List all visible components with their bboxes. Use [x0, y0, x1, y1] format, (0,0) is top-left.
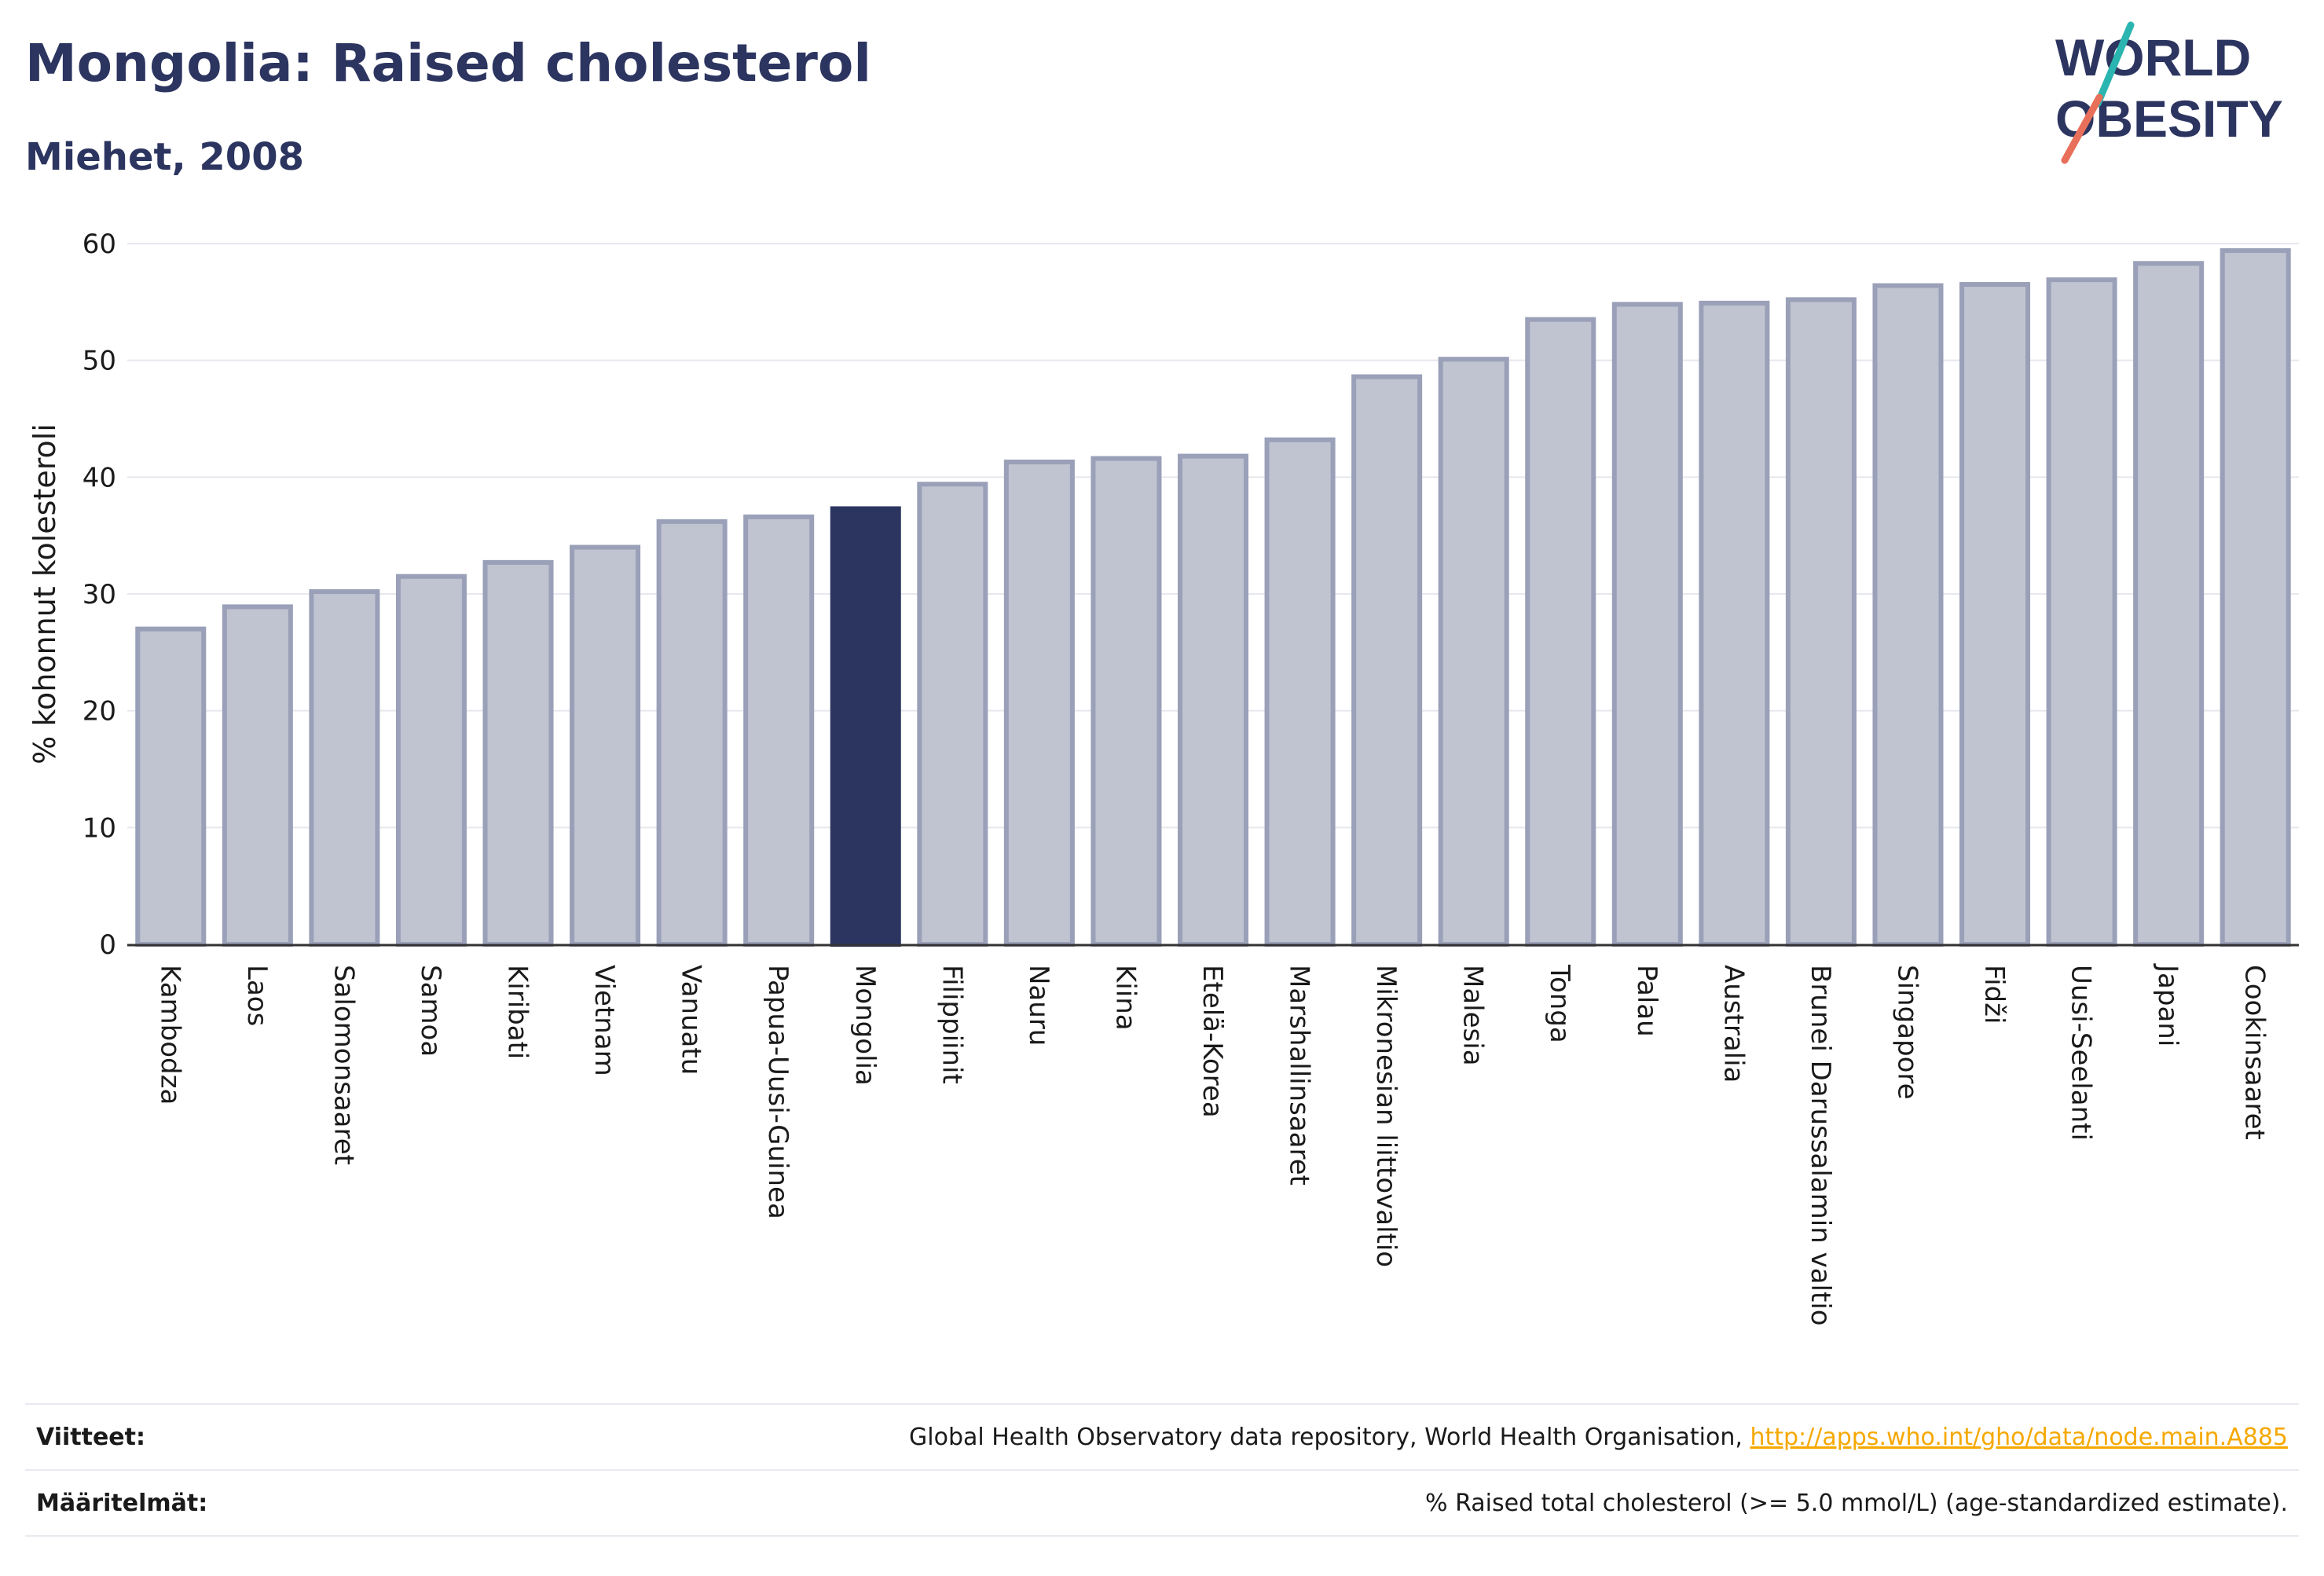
- y-axis-ticks: 0 10 20 30 40 50 60: [82, 229, 116, 961]
- bar-brunei-darussalamin-valtio[interactable]: [1785, 297, 1857, 947]
- bar-japani[interactable]: [2133, 261, 2205, 947]
- bar-uusi-seelanti[interactable]: [2046, 277, 2117, 947]
- x-tick-label: Samoa: [415, 965, 446, 1057]
- chart-subtitle: Miehet, 2008: [25, 135, 304, 179]
- y-tick-label: 40: [82, 462, 116, 493]
- definitions-value: % Raised total cholesterol (>= 5.0 mmol/…: [1425, 1489, 2288, 1517]
- bar-mikronesian-liittovaltio[interactable]: [1351, 374, 1423, 947]
- bar-nauru[interactable]: [1003, 460, 1075, 947]
- bar-palau[interactable]: [1611, 302, 1683, 947]
- bar-vietnam[interactable]: [570, 544, 641, 947]
- bar-tonga[interactable]: [1525, 317, 1596, 947]
- sources-value: Global Health Observatory data repositor…: [909, 1424, 2299, 1451]
- y-tick-label: 60: [82, 229, 116, 260]
- chart-footer: Viitteet: Global Health Observatory data…: [25, 1403, 2299, 1537]
- bar-kiina[interactable]: [1091, 456, 1162, 947]
- logo-slash-teal: [2094, 21, 2135, 108]
- x-tick-label: Uusi-Seelanti: [2066, 965, 2097, 1141]
- x-tick-label: Vanuatu: [676, 965, 707, 1075]
- y-axis-title: % kohonnut kolesteroli: [27, 423, 62, 764]
- x-tick-label: Singapore: [1891, 965, 1923, 1100]
- logo-line-1: WORLD: [2055, 28, 2251, 86]
- x-tick-label: Kiina: [1109, 965, 1141, 1031]
- x-tick-label: Nauru: [1023, 965, 1054, 1046]
- x-tick-label: Mikronesian liittovaltio: [1370, 965, 1402, 1267]
- y-tick-label: 50: [82, 346, 116, 377]
- bars: [135, 247, 2291, 947]
- x-tick-label: Brunei Darussalamin valtio: [1805, 965, 1836, 1326]
- bar-laos[interactable]: [222, 604, 293, 947]
- x-tick-label: Palau: [1631, 965, 1662, 1037]
- bar-malesia[interactable]: [1438, 357, 1509, 947]
- x-tick-label: Laos: [241, 965, 273, 1026]
- footer-divider-middle: [25, 1469, 2299, 1471]
- bar-cookinsaaret[interactable]: [2220, 247, 2291, 947]
- footer-sources-row: Viitteet: Global Health Observatory data…: [25, 1405, 2299, 1469]
- bar-papua-uusi-guinea[interactable]: [743, 514, 815, 947]
- x-axis-labels: Kambodza Laos Salomonsaaret Samoa Kiribati Vi…: [154, 963, 2270, 1326]
- x-tick-label: Malesia: [1457, 965, 1489, 1066]
- bar-marshallinsaaret[interactable]: [1264, 437, 1336, 947]
- x-tick-label: Japani: [2152, 963, 2183, 1046]
- bar-kiribati[interactable]: [482, 559, 554, 947]
- x-tick-label: Mongolia: [849, 965, 881, 1086]
- x-tick-label: Vietnam: [588, 965, 620, 1076]
- bar-etel-korea[interactable]: [1177, 453, 1249, 947]
- bar-kambodza[interactable]: [135, 626, 207, 947]
- chart-title: Mongolia: Raised cholesterol: [25, 33, 871, 93]
- x-tick-label: Filippiinit: [936, 965, 967, 1084]
- logo-slash-coral: [2061, 93, 2103, 164]
- x-tick-label: Tonga: [1544, 964, 1575, 1043]
- x-tick-label: Fidži: [1978, 965, 2010, 1024]
- world-obesity-logo: WORLD OBESITY: [2055, 21, 2283, 164]
- bar-singapore[interactable]: [1872, 283, 1944, 947]
- definitions-label: Määritelmät:: [36, 1489, 208, 1517]
- x-tick-label: Marshallinsaaret: [1284, 965, 1315, 1186]
- y-tick-label: 0: [99, 929, 116, 961]
- sources-text: Global Health Observatory data repositor…: [909, 1423, 1750, 1451]
- sources-label: Viitteet:: [36, 1423, 145, 1451]
- sources-link[interactable]: http://apps.who.int/gho/data/node.main.A…: [1750, 1423, 2288, 1451]
- y-tick-label: 20: [82, 696, 116, 728]
- logo-line-2: OBESITY: [2055, 90, 2283, 148]
- x-tick-label: Papua-Uusi-Guinea: [762, 965, 794, 1219]
- bar-mongolia[interactable]: [830, 506, 901, 947]
- bar-fid-i[interactable]: [1959, 282, 2031, 947]
- x-tick-label: Kiribati: [502, 965, 533, 1059]
- bar-vanuatu[interactable]: [656, 519, 728, 947]
- bar-salomonsaaret[interactable]: [309, 589, 380, 947]
- y-tick-label: 30: [82, 579, 116, 610]
- x-tick-label: Cookinsaaret: [2239, 965, 2271, 1140]
- bar-samoa[interactable]: [395, 574, 467, 947]
- y-tick-label: 10: [82, 812, 116, 844]
- bar-filippiinit[interactable]: [917, 482, 988, 947]
- footer-definitions-row: Määritelmät: % Raised total cholesterol …: [25, 1471, 2299, 1535]
- x-tick-label: Etelä-Korea: [1197, 965, 1228, 1118]
- bar-chart: 0 10 20 30 40 50 60 Kambodza Laos Salomonsaaret S…: [27, 229, 2299, 1326]
- bar-australia[interactable]: [1699, 300, 1770, 947]
- footer-divider-bottom: [25, 1535, 2299, 1537]
- footer-divider-top: [25, 1403, 2299, 1405]
- x-tick-label: Kambodza: [154, 965, 185, 1105]
- x-tick-label: Australia: [1717, 965, 1749, 1083]
- x-tick-label: Salomonsaaret: [328, 965, 359, 1165]
